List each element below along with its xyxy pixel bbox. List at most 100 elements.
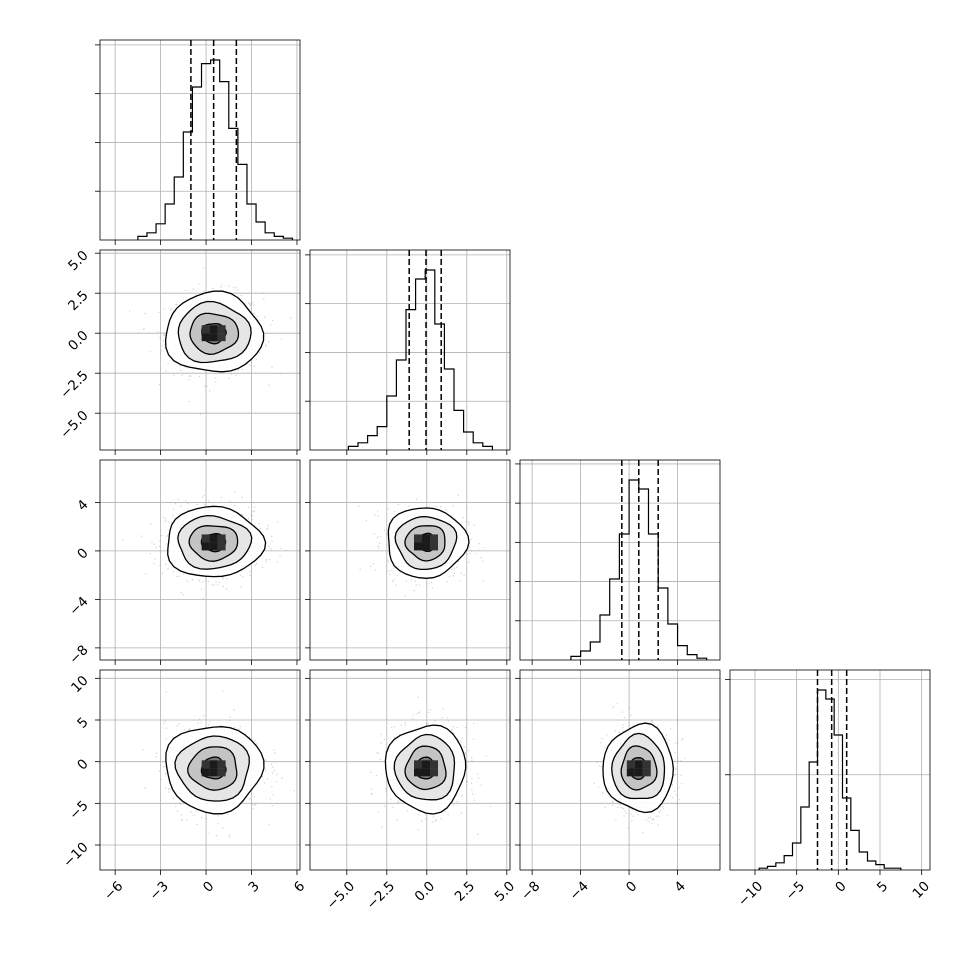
scatter-panel-3-2	[515, 669, 721, 875]
xtick-label-p1-2: 0.0	[412, 878, 439, 905]
contour-line-2-1-2	[404, 525, 446, 562]
scatter-inner-2-0	[100, 460, 300, 660]
contour-line-2-0-0	[167, 505, 267, 578]
density-core-3-2-4	[642, 768, 651, 777]
contour-line-3-2-1	[611, 732, 666, 800]
density-core-3-2-3	[634, 768, 643, 777]
ytick-label-p1-2: 0.0	[65, 328, 92, 355]
density-core-3-1-0	[414, 760, 422, 769]
contour-line-3-0-2	[187, 746, 238, 791]
density-core-3-2-1	[634, 760, 643, 769]
density-core-3-2-2	[642, 760, 651, 769]
density-core-2-1-4	[430, 542, 438, 551]
density-core-3-1-3	[422, 768, 430, 777]
scatter-inner-2-1	[310, 460, 510, 660]
density-core-1-0-3	[209, 333, 218, 342]
density-core-1-0-1	[209, 325, 218, 334]
histogram-1	[347, 269, 493, 450]
density-core-1-0-0	[201, 325, 210, 334]
density-core-3-0-5	[201, 768, 210, 777]
density-core-2-0-4	[217, 542, 226, 551]
xtick-label-p0-4: 6	[291, 878, 308, 895]
ytick-label-p3-0: −10	[60, 839, 91, 870]
contour-line-1-0-2	[189, 312, 240, 355]
density-core-3-0-1	[209, 760, 218, 769]
xtick-label-p3-0: −10	[735, 878, 766, 909]
density-core-2-0-5	[201, 542, 210, 551]
density-core-3-2-5	[626, 768, 635, 777]
density-core-3-1-2	[430, 760, 438, 769]
contour-line-1-0-1	[177, 300, 252, 364]
contour-line-2-1-1	[394, 515, 458, 571]
xtick-label-p0-0: −6	[101, 878, 126, 903]
hist-frame-3	[729, 669, 931, 871]
ytick-label-p2-0: −8	[66, 642, 91, 667]
density-core-3-1-1	[422, 760, 430, 769]
density-core-3-0-0	[201, 760, 210, 769]
density-core-2-0-0	[201, 534, 210, 543]
density-core-2-1-2	[430, 534, 438, 543]
scatter-panel-1-0	[95, 249, 301, 455]
ytick-label-p1-1: −2.5	[57, 368, 91, 402]
xtick-label-p1-3: 2.5	[452, 878, 479, 905]
density-core-2-1-1	[422, 534, 430, 543]
xtick-label-p2-1: −4	[567, 878, 592, 903]
ytick-label-p1-3: 2.5	[65, 288, 92, 315]
scatter-panel-3-1	[305, 669, 511, 875]
ytick-label-p3-1: −5	[66, 798, 91, 823]
ytick-label-p2-3: 4	[74, 497, 91, 514]
xtick-label-p2-0: −8	[518, 878, 543, 903]
contour-line-3-1-2	[404, 745, 447, 791]
scatter-frame-1-0	[99, 249, 301, 451]
scatter-frame-3-0	[99, 669, 301, 871]
hist-panel-3	[725, 669, 931, 875]
xtick-label-p0-3: 3	[245, 878, 262, 895]
contour-line-2-0-1	[177, 514, 253, 570]
scatter-frame-3-2	[519, 669, 721, 871]
contour-line-3-0-0	[165, 726, 265, 815]
density-core-2-0-1	[209, 534, 218, 543]
scatter-inner-1-0	[100, 250, 300, 450]
xtick-label-p2-3: 4	[671, 878, 688, 895]
hist-frame-2	[519, 459, 721, 661]
xtick-label-p3-1: −5	[783, 878, 808, 903]
density-core-3-1-4	[430, 768, 438, 777]
density-core-1-0-2	[217, 325, 226, 334]
contour-line-2-1-0	[387, 507, 470, 579]
xtick-label-p1-1: −2.5	[364, 878, 398, 912]
ytick-label-p3-3: 5	[74, 714, 91, 731]
density-core-1-0-5	[201, 333, 210, 342]
ytick-label-p2-2: 0	[74, 545, 91, 562]
histogram-0	[137, 59, 294, 240]
density-core-1-0-4	[217, 333, 226, 342]
hist-panel-1	[305, 249, 511, 455]
density-core-3-0-4	[217, 768, 226, 777]
xtick-label-p2-2: 0	[623, 878, 640, 895]
scatter-points-3-1	[370, 696, 491, 835]
scatter-frame-2-0	[99, 459, 301, 661]
density-core-2-0-3	[209, 542, 218, 551]
contour-line-3-0-1	[174, 735, 250, 802]
density-core-3-2-0	[626, 760, 635, 769]
density-core-2-0-2	[217, 534, 226, 543]
hist-frame-1	[309, 249, 511, 451]
density-core-3-0-2	[217, 760, 226, 769]
hist-frame-0	[99, 39, 301, 241]
scatter-panel-3-0	[95, 669, 301, 875]
scatter-inner-3-2	[520, 670, 720, 870]
xtick-label-p1-4: 5.0	[492, 878, 519, 905]
density-core-2-1-0	[414, 534, 422, 543]
ytick-label-p1-4: 5.0	[65, 248, 92, 275]
contour-line-3-2-2	[620, 745, 658, 791]
histogram-2	[570, 479, 708, 660]
contour-line-3-2-0	[602, 722, 674, 814]
ytick-label-p3-4: 10	[68, 673, 91, 696]
xtick-label-p0-2: 0	[200, 878, 217, 895]
density-core-3-1-5	[414, 768, 422, 777]
histogram-3	[758, 689, 902, 870]
scatter-panel-2-0	[95, 459, 301, 665]
density-core-2-1-5	[414, 542, 422, 551]
ytick-label-p3-2: 0	[74, 756, 91, 773]
ytick-label-p1-0: −5.0	[57, 408, 91, 442]
